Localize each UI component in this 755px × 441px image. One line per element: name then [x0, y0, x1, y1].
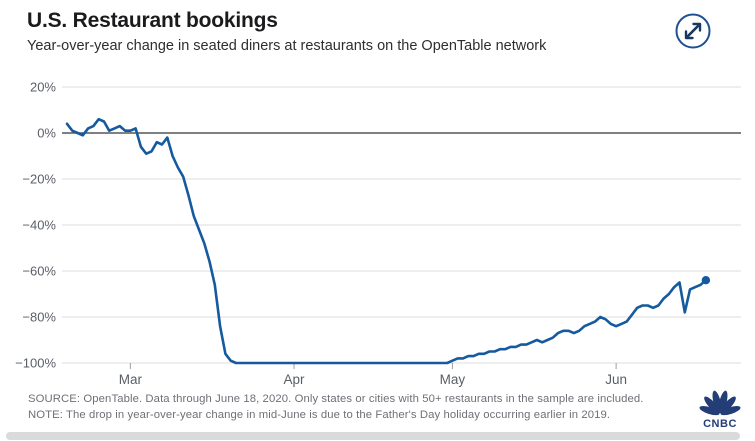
y-tick-label: 20% — [30, 80, 56, 95]
page-subtitle: Year-over-year change in seated diners a… — [27, 38, 547, 54]
y-tick-label: −20% — [22, 172, 56, 187]
y-tick-label: 0% — [37, 126, 56, 141]
cnbc-logo-text: CNBC — [703, 418, 737, 430]
peacock-icon — [699, 390, 741, 416]
end-point-dot — [701, 276, 711, 285]
data-line — [65, 117, 708, 365]
cnbc-logo: CNBC — [694, 388, 746, 430]
x-tick-label: Apr — [284, 372, 306, 387]
y-tick-label: −40% — [22, 218, 56, 233]
x-tick-label: Jun — [605, 372, 627, 387]
y-tick-label: −60% — [22, 264, 56, 279]
line-chart: 20% 0% −20% −40% −60% −80% −100% Mar Apr May Jun — [15, 80, 741, 387]
chart-area: 20% 0% −20% −40% −60% −80% −100% Mar Apr May Jun — [0, 70, 755, 400]
footer-notes: SOURCE: OpenTable. Data through June 18,… — [28, 392, 668, 423]
page-title: U.S. Restaurant bookings — [27, 9, 278, 32]
y-tick-label: −100% — [15, 356, 56, 371]
expand-chart-button[interactable] — [674, 12, 712, 50]
source-note: SOURCE: OpenTable. Data through June 18,… — [28, 393, 644, 405]
footnote: NOTE: The drop in year-over-year change … — [28, 408, 611, 421]
embed-scrollbar[interactable] — [6, 432, 740, 440]
y-tick-label: −80% — [22, 310, 56, 325]
expand-arrows-icon — [675, 13, 711, 49]
x-tick-label: Mar — [119, 372, 143, 387]
x-tick-label: May — [440, 372, 466, 387]
chart-header: U.S. Restaurant bookings Year-over-year … — [27, 7, 657, 56]
